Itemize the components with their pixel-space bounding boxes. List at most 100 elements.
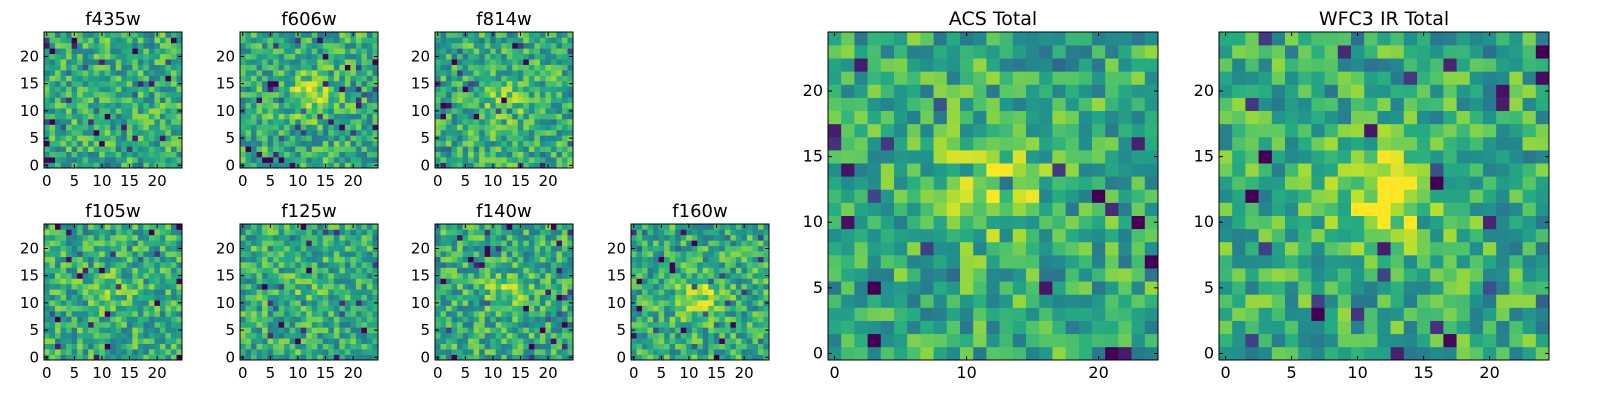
axes-frame [630,223,770,361]
y-tick-label: 20 [411,239,430,257]
panel-title: f140w [476,201,531,222]
y-tick-label: 15 [411,75,430,93]
panel-title: WFC3 IR Total [1319,8,1449,30]
heatmap-image [1219,32,1550,361]
y-tick-label: 15 [20,267,39,285]
panel-title: f125w [281,201,336,222]
axes-frame [827,31,1159,361]
y-tick-label: 5 [29,129,39,147]
heatmap-image [240,224,379,361]
y-tick-label: 15 [1194,147,1214,166]
y-tick-label: 5 [1204,278,1214,297]
x-tick-label: 15 [511,172,530,190]
y-tick-label: 10 [1194,212,1214,231]
y-tick-label: 20 [216,47,235,65]
x-tick-label: 20 [735,364,754,382]
y-tick-label: 20 [411,47,430,65]
panel-title: f435w [85,9,140,30]
y-tick-label: 15 [411,267,430,285]
y-tick-label: 5 [225,321,235,339]
y-tick-label: 0 [616,348,626,366]
y-tick-label: 20 [1194,81,1214,100]
x-tick-label: 5 [657,364,667,382]
x-tick-label: 5 [70,364,80,382]
y-tick-label: 20 [607,239,626,257]
panel-title: f160w [672,201,727,222]
x-tick-label: 15 [120,364,139,382]
x-tick-label: 0 [433,364,443,382]
panel-title: f105w [85,201,140,222]
heatmap-image [631,224,770,361]
y-tick-label: 10 [411,102,430,120]
y-tick-label: 5 [813,278,823,297]
panel-title: ACS Total [949,8,1037,30]
x-tick-label: 5 [266,364,276,382]
y-tick-label: 0 [29,348,39,366]
x-tick-label: 10 [679,364,698,382]
y-tick-label: 5 [225,129,235,147]
y-tick-label: 0 [29,156,39,174]
x-tick-label: 0 [238,364,248,382]
y-tick-label: 10 [607,294,626,312]
axes-frame [1218,31,1550,361]
x-tick-label: 10 [92,364,111,382]
panel-title: f606w [281,9,336,30]
x-tick-label: 15 [511,364,530,382]
axes-frame [239,223,379,361]
x-tick-label: 0 [433,172,443,190]
x-tick-label: 20 [1088,363,1108,382]
y-tick-label: 20 [20,47,39,65]
x-tick-label: 0 [1221,363,1231,382]
y-tick-label: 15 [216,267,235,285]
axes-frame [239,31,379,169]
x-tick-label: 10 [956,363,976,382]
x-tick-label: 0 [238,172,248,190]
x-tick-label: 5 [461,364,471,382]
y-tick-label: 10 [803,212,823,231]
axes-frame [434,31,574,169]
x-tick-label: 20 [539,364,558,382]
heatmap-image [44,32,183,169]
y-tick-label: 15 [216,75,235,93]
y-tick-label: 10 [20,102,39,120]
axes-frame [434,223,574,361]
heatmap-image [435,224,574,361]
y-tick-label: 0 [813,343,823,362]
y-tick-label: 0 [420,156,430,174]
y-tick-label: 0 [420,348,430,366]
y-tick-label: 0 [225,156,235,174]
y-tick-label: 5 [616,321,626,339]
x-tick-label: 0 [830,363,840,382]
x-tick-label: 15 [120,172,139,190]
x-tick-label: 10 [483,364,502,382]
x-tick-label: 0 [42,364,52,382]
x-tick-label: 20 [344,172,363,190]
x-tick-label: 15 [1413,363,1433,382]
axes-frame [43,223,183,361]
y-tick-label: 0 [1204,343,1214,362]
y-tick-label: 15 [607,267,626,285]
x-tick-label: 0 [42,172,52,190]
x-tick-label: 5 [1287,363,1297,382]
x-tick-label: 15 [316,364,335,382]
y-tick-label: 20 [20,239,39,257]
x-tick-label: 5 [461,172,471,190]
x-tick-label: 10 [288,364,307,382]
x-tick-label: 20 [539,172,558,190]
panel-title: f814w [476,9,531,30]
y-tick-label: 5 [29,321,39,339]
x-tick-label: 10 [483,172,502,190]
y-tick-label: 20 [803,81,823,100]
y-tick-label: 5 [420,129,430,147]
heatmap-image [828,32,1159,361]
x-tick-label: 5 [266,172,276,190]
y-tick-label: 5 [420,321,430,339]
panel-wfc3_total: WFC3 IR Total 0 5 10 15 20 0 5 10 15 20 [1194,8,1550,382]
x-tick-label: 20 [344,364,363,382]
